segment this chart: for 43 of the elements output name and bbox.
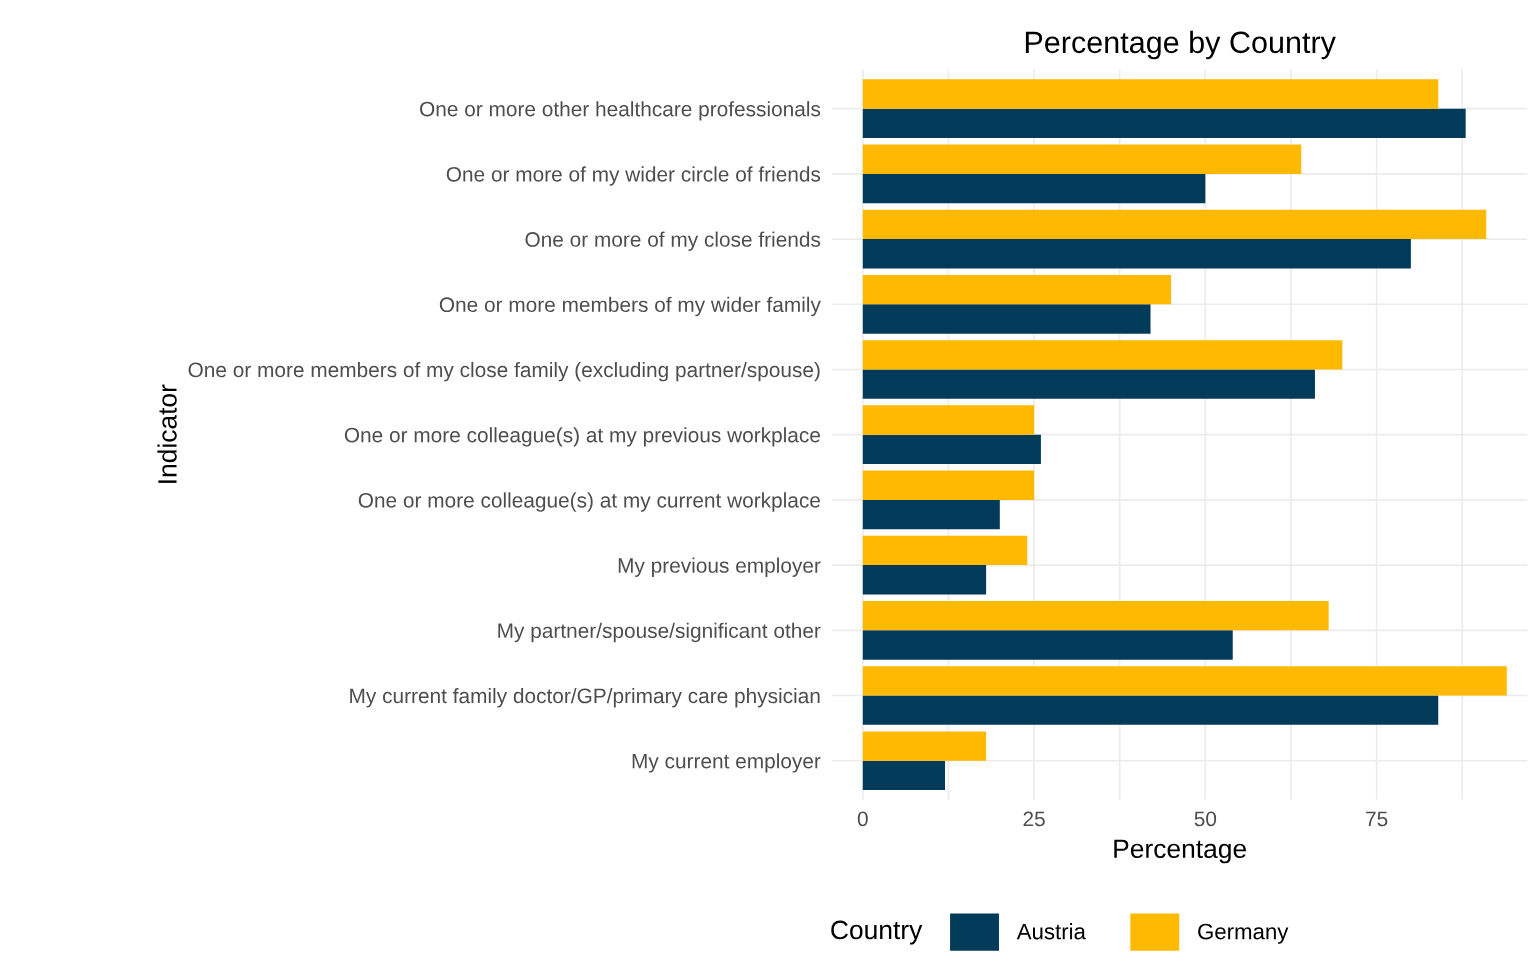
- y-tick-label: My current family doctor/GP/primary care physician: [350, 687, 820, 708]
- bar: [862, 731, 987, 761]
- bar: [862, 535, 1028, 566]
- x-tick-label: 25: [1023, 811, 1045, 827]
- bar: [862, 209, 1487, 240]
- bar: [862, 79, 1439, 109]
- bar: [862, 630, 1233, 660]
- x-axis-title: Percentage: [1114, 839, 1246, 864]
- bar: [862, 434, 1041, 465]
- bar: [862, 144, 1302, 174]
- bar: [862, 405, 1035, 435]
- legend-label: Germany: [1198, 923, 1289, 944]
- y-tick-label: One or more of my close friends: [525, 231, 821, 251]
- legend-label: Austria: [1016, 923, 1086, 940]
- x-tick-label: 0: [857, 811, 868, 827]
- bar: [862, 600, 1329, 631]
- bar: [862, 369, 1315, 399]
- y-tick-label: One or more other healthcare professionals: [420, 101, 821, 121]
- bar: [862, 760, 946, 791]
- bar: [862, 565, 987, 595]
- legend-title: Country: [831, 920, 923, 945]
- bar: [862, 173, 1206, 204]
- x-tick-label: 50: [1194, 811, 1217, 827]
- y-tick-label: One or more members of my close family (excluding partner/spouse): [188, 361, 820, 382]
- bar: [862, 666, 1507, 696]
- y-tick-label: One or more colleague(s) at my current workplace: [358, 492, 820, 512]
- y-tick-label: My current employer: [632, 753, 821, 773]
- bar: [862, 499, 1000, 530]
- y-tick-label: My partner/spouse/significant other: [498, 622, 821, 643]
- bar: [862, 470, 1035, 500]
- y-tick-label: One or more members of my wider family: [439, 296, 821, 317]
- y-tick-label: My previous employer: [618, 557, 821, 577]
- x-tick-label: 75: [1366, 811, 1388, 827]
- y-axis-title: Indicator: [157, 384, 177, 483]
- y-tick-label: One or more colleague(s) at my previous workplace: [344, 427, 820, 447]
- bar: [862, 239, 1411, 269]
- bar: [862, 304, 1151, 334]
- chart-title: Percentage by Country: [1025, 30, 1336, 60]
- bar: [862, 274, 1172, 305]
- bar: [862, 340, 1343, 370]
- bar: [862, 108, 1466, 139]
- y-tick-label: One or more of my wider circle of friends: [446, 166, 821, 186]
- bar: [862, 695, 1439, 725]
